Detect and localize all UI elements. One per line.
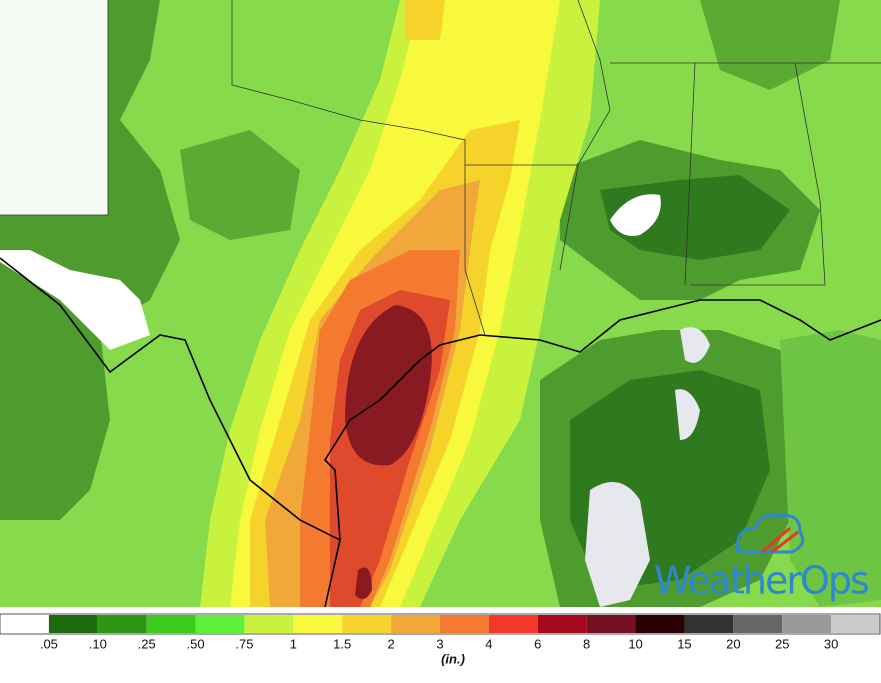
legend-label: .05 [40, 636, 58, 651]
legend-unit: (in.) [441, 651, 465, 666]
legend-swatch [0, 615, 49, 633]
legend-swatch [244, 615, 294, 633]
legend-swatch [342, 615, 392, 633]
legend-label: 6 [534, 636, 541, 651]
legend-frame [0, 613, 881, 635]
legend-swatch [391, 615, 440, 633]
legend-swatch [586, 615, 636, 633]
legend-label: 25 [775, 636, 789, 651]
legend-swatch [635, 615, 685, 633]
legend-label: .75 [235, 636, 253, 651]
legend-label: 20 [726, 636, 740, 651]
legend-label: .50 [187, 636, 205, 651]
legend-swatch [97, 615, 147, 633]
legend-swatch [537, 615, 587, 633]
legend-label: 10 [628, 636, 642, 651]
legend-swatch [733, 615, 783, 633]
legend-label: 4 [485, 636, 492, 651]
legend-label: 30 [824, 636, 838, 651]
legend-swatch [48, 615, 98, 633]
legend-label: .25 [138, 636, 156, 651]
legend-swatch [293, 615, 343, 633]
legend-swatch [488, 615, 538, 633]
legend-swatch [782, 615, 832, 633]
legend-label: 1 [290, 636, 297, 651]
legend-swatch [195, 615, 245, 633]
logo-text: WeatherOps [654, 559, 868, 603]
legend-label: .10 [89, 636, 107, 651]
logo-icon [735, 513, 805, 554]
legend-label: 8 [583, 636, 590, 651]
legend-swatch [831, 615, 880, 633]
legend-label: 1.5 [333, 636, 351, 651]
legend-swatch [146, 615, 196, 633]
legend-label: 3 [436, 636, 443, 651]
legend-swatch [440, 615, 489, 633]
legend-label: 15 [677, 636, 691, 651]
legend-swatch [684, 615, 734, 633]
legend-label: 2 [387, 636, 394, 651]
legend: .05 .10 .25 .50 .75 1 1.5 2 3 4 6 8 10 15 20 25 30 [0, 615, 880, 651]
precipitation-map: WeatherOps [0, 0, 881, 608]
